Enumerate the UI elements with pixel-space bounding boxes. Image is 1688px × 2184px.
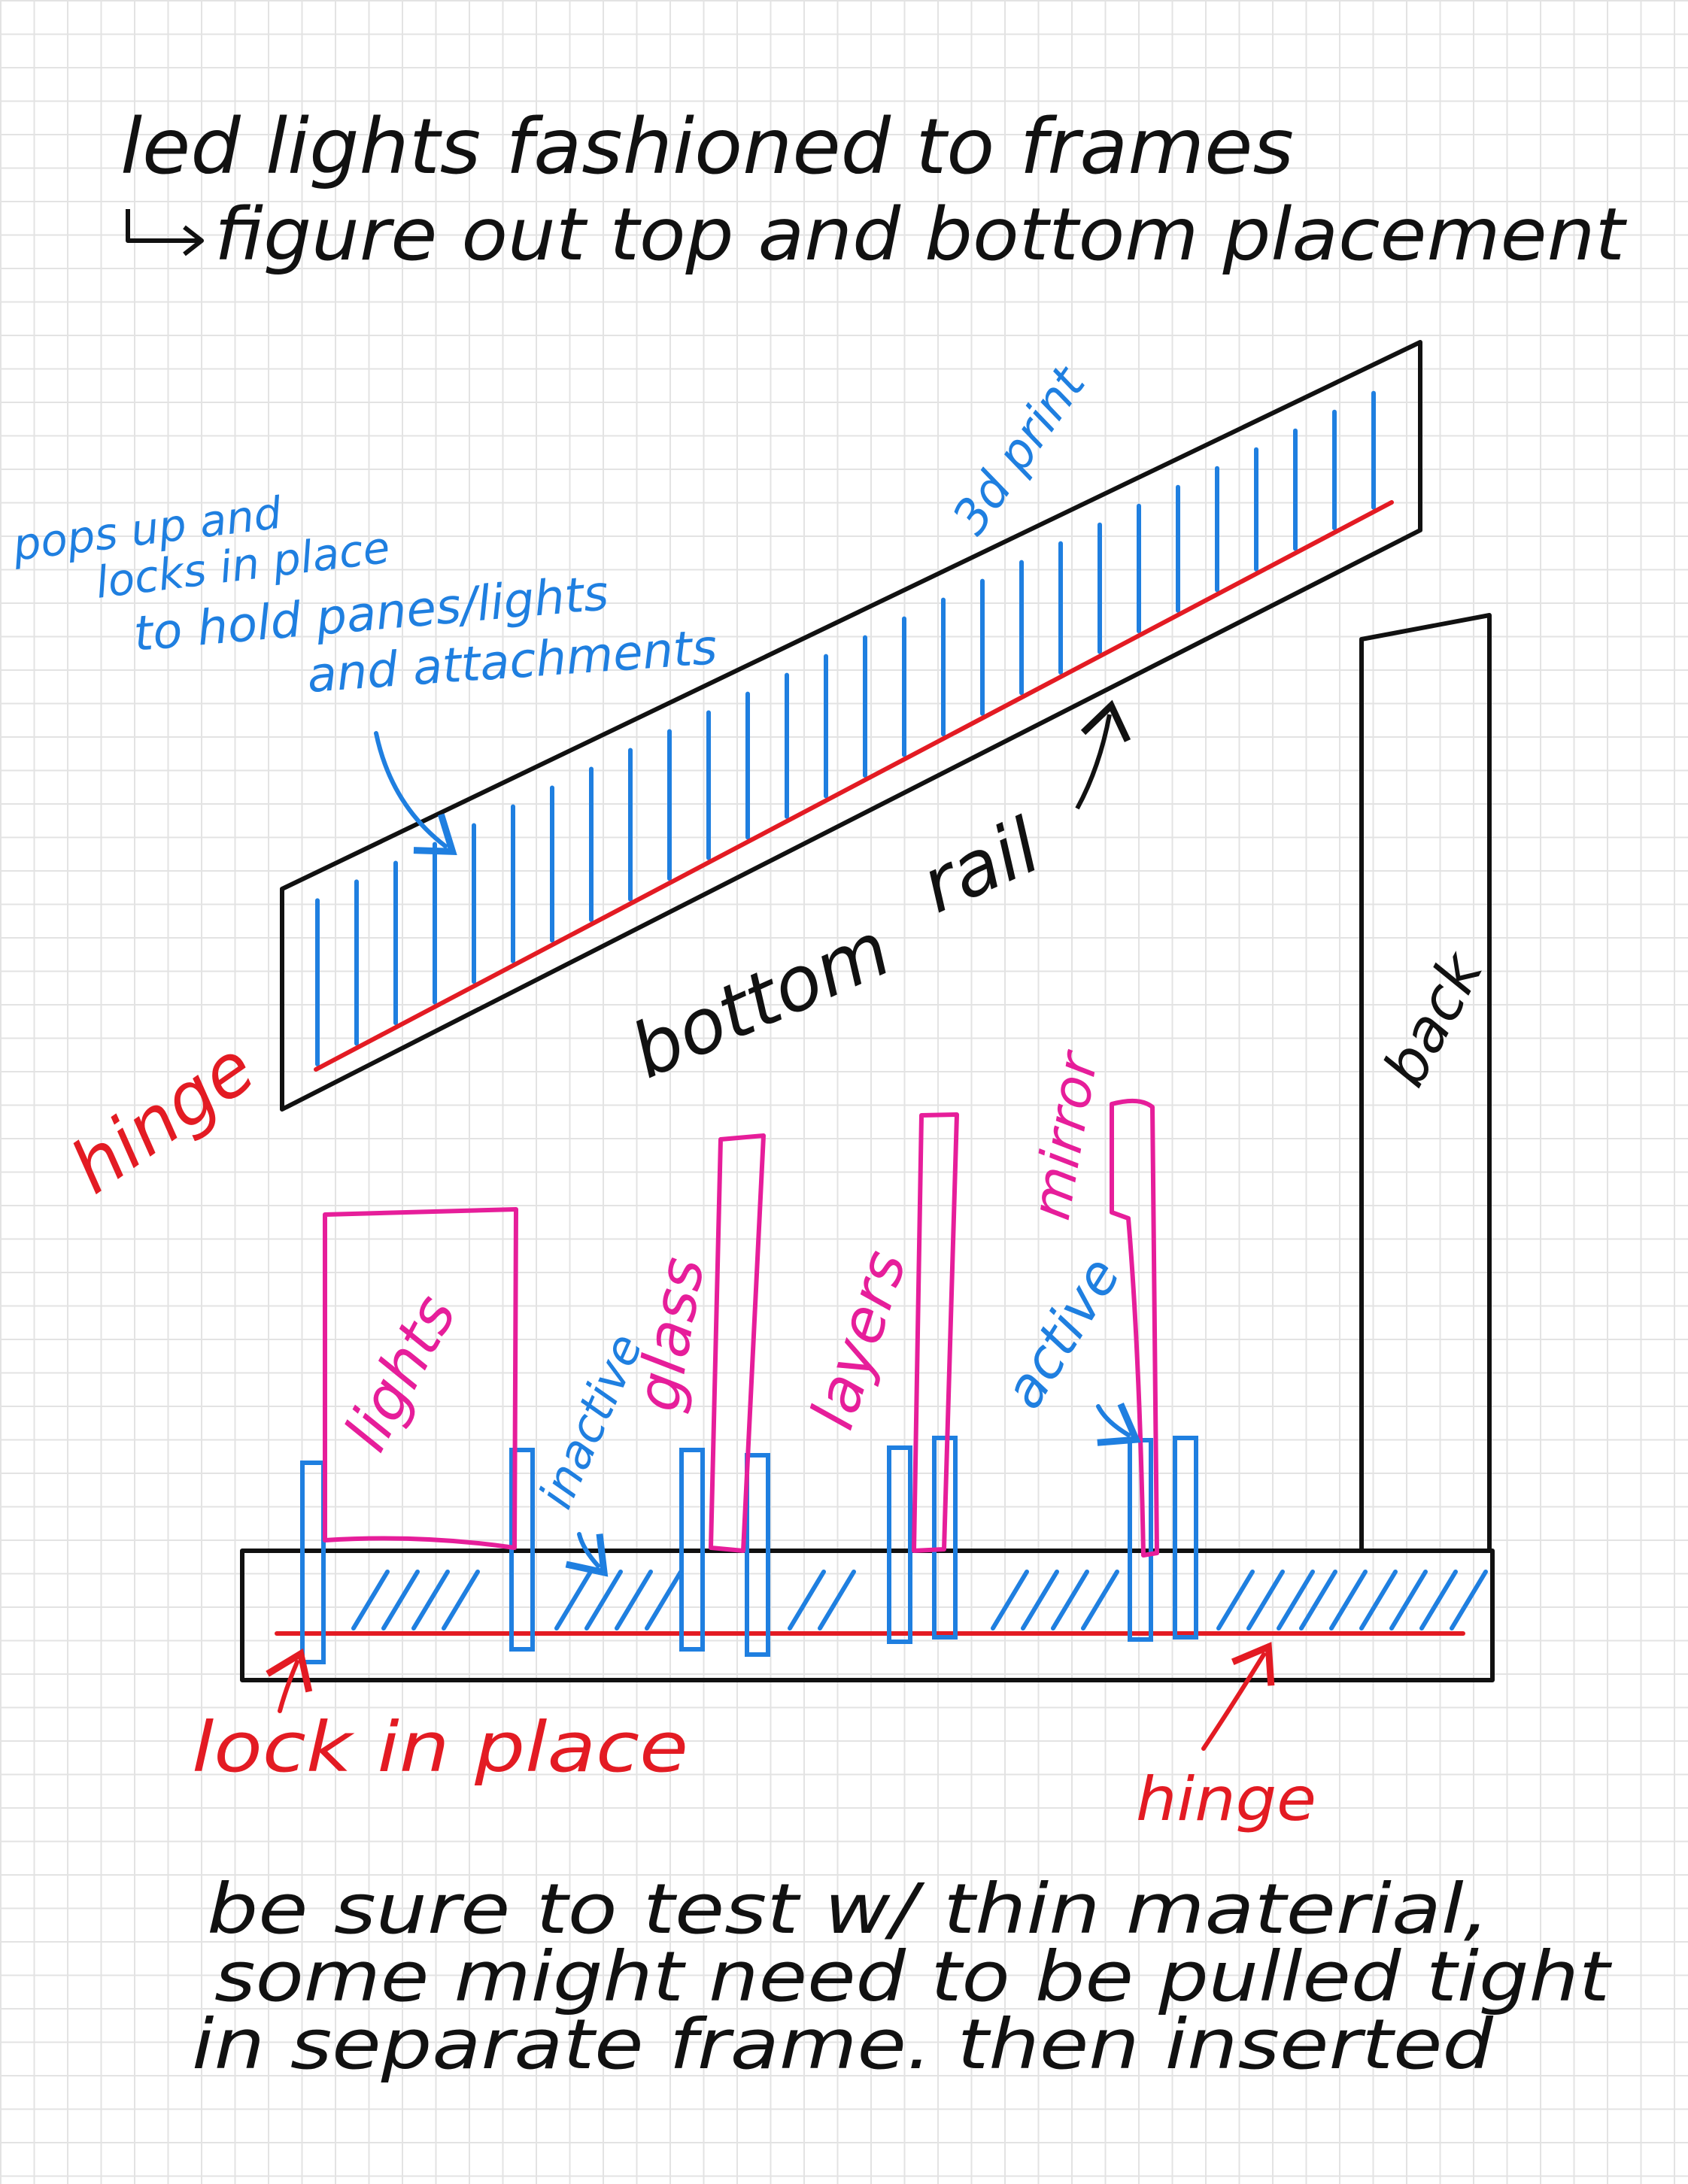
lights-label: lights xyxy=(331,1284,470,1462)
footer-line-3: in separate frame. then inserted xyxy=(192,2004,1494,2085)
rail-arrow xyxy=(1075,699,1131,810)
title-line-1: led lights fashioned to frames xyxy=(120,102,1294,192)
hatch-mark xyxy=(645,1570,683,1630)
mirror-pane xyxy=(1110,1098,1159,1558)
hatch-mark xyxy=(554,1570,593,1630)
hatch-mark xyxy=(1450,1570,1488,1630)
bottom-rail-hatch xyxy=(351,1570,1488,1630)
lights-pane xyxy=(323,1207,518,1550)
hatch-mark xyxy=(1051,1570,1089,1630)
lock-arrow xyxy=(266,1648,313,1713)
hinge-top-label: hinge xyxy=(56,1025,269,1210)
hatch-mark xyxy=(1299,1570,1337,1630)
hatch-mark xyxy=(788,1570,826,1630)
glass-pane xyxy=(709,1133,766,1553)
slot-post xyxy=(300,1461,326,1664)
hatch-mark xyxy=(1277,1570,1315,1630)
hatch-mark xyxy=(1359,1570,1398,1630)
hatch-mark xyxy=(1021,1570,1059,1630)
hatch-mark xyxy=(584,1570,623,1630)
hatch-mark xyxy=(411,1570,450,1630)
hatch-mark xyxy=(615,1570,653,1630)
top-rail-outline xyxy=(280,340,1422,1112)
footer-line-1: be sure to test w/ thin material, xyxy=(207,1869,1489,1949)
layers-pane xyxy=(912,1112,959,1553)
glass-label: glass xyxy=(622,1252,718,1416)
hatch-mark xyxy=(1389,1570,1428,1630)
back-label: back xyxy=(1371,941,1497,1097)
hinge-bottom-arrow xyxy=(1201,1642,1275,1751)
active-label: active xyxy=(991,1246,1132,1419)
layers-label: layers xyxy=(797,1242,920,1437)
top-rail-slats xyxy=(315,390,1376,1066)
bottom-label: bottom xyxy=(618,905,903,1096)
bottom-rail-outline xyxy=(240,1549,1495,1682)
note-arrow xyxy=(374,731,457,855)
panes xyxy=(323,1098,1159,1558)
footer-line-2: some might need to be pulled tight xyxy=(214,1937,1612,2017)
lock-in-place-label: lock in place xyxy=(192,1707,688,1788)
hatch-mark xyxy=(1419,1570,1458,1630)
active-arrow xyxy=(1096,1403,1141,1446)
slot-post xyxy=(1173,1436,1198,1640)
hatch-mark xyxy=(381,1570,420,1630)
slot-post xyxy=(679,1448,705,1652)
top-rail xyxy=(280,340,1422,1112)
print-label: 3d print xyxy=(942,356,1098,544)
slot-post xyxy=(745,1453,770,1657)
title-line-2: figure out top and bottom placement xyxy=(214,193,1628,277)
slot-posts xyxy=(300,1436,1198,1664)
inactive-arrow xyxy=(565,1532,609,1577)
hatch-mark xyxy=(1216,1570,1255,1630)
hatch-mark xyxy=(991,1570,1029,1630)
hatch-mark xyxy=(1329,1570,1368,1630)
hatch-mark xyxy=(351,1570,390,1630)
inactive-label: inactive xyxy=(528,1326,653,1516)
hatch-mark xyxy=(1081,1570,1119,1630)
rail-label: rail xyxy=(908,802,1052,930)
mirror-label: mirror xyxy=(1019,1045,1110,1224)
top-rail-red-line xyxy=(314,500,1394,1072)
title-hook-arrow xyxy=(126,209,204,256)
hinge-bottom-label: hinge xyxy=(1136,1764,1316,1834)
slot-post xyxy=(932,1436,958,1640)
slot-post xyxy=(887,1445,912,1644)
pops-up-note: pops up and locks in place to hold panes… xyxy=(9,487,718,704)
hatch-mark xyxy=(442,1570,480,1630)
slot-post xyxy=(509,1448,535,1652)
hatch-mark xyxy=(818,1570,856,1630)
hatch-mark xyxy=(1246,1570,1285,1630)
